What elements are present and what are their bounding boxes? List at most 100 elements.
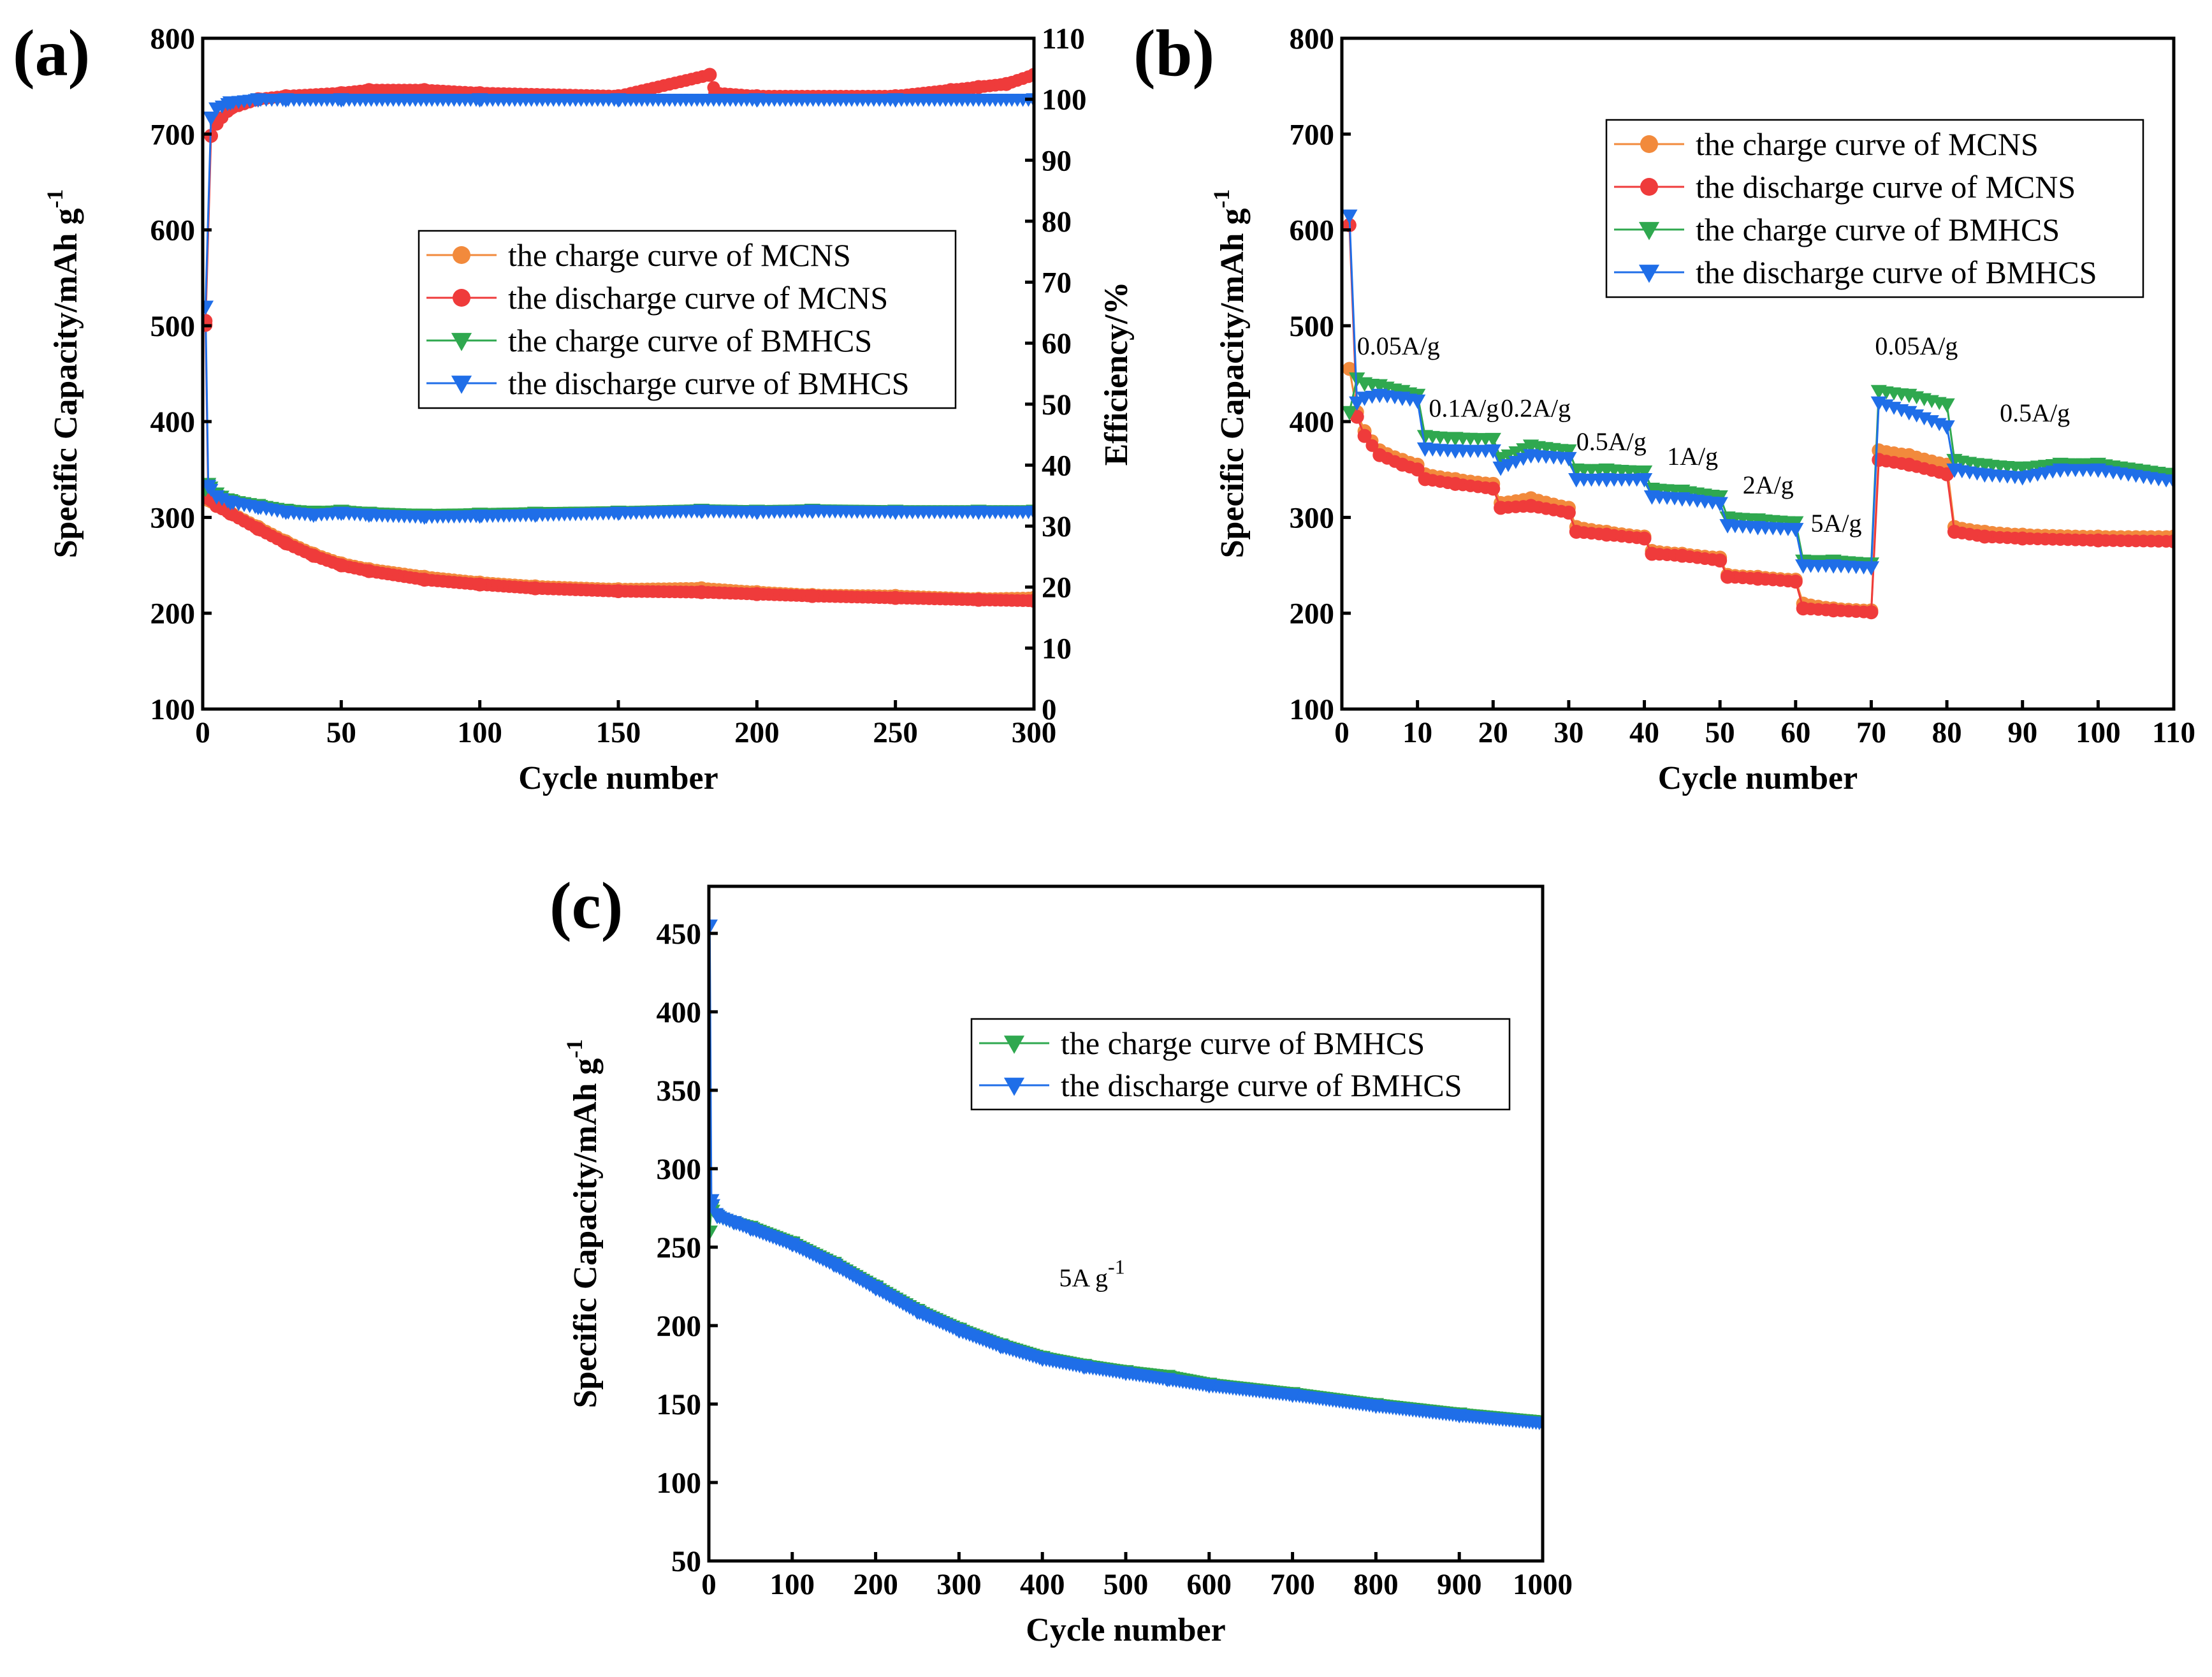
series-3	[1342, 209, 2174, 576]
series-1	[1342, 218, 2174, 620]
y-tick-label: 700	[150, 118, 196, 151]
data-point	[1569, 524, 1583, 539]
x-tick-label: 200	[853, 1568, 898, 1601]
y-axis-label-text: Specific Capacity/mAh g	[1214, 209, 1251, 559]
legend: the charge curve of BMHCS the discharge c…	[970, 1018, 1511, 1111]
legend-marker	[1003, 1078, 1025, 1096]
data-point	[611, 584, 625, 599]
legend-marker	[451, 376, 472, 394]
x-tick-label: 100	[457, 716, 502, 749]
y-tick-label: 100	[150, 693, 196, 726]
annotation: 0.5A/g	[2000, 399, 2070, 427]
x-axis-label: Cycle number	[1026, 1612, 1225, 1648]
annotation: 0.05A/g	[1875, 332, 1958, 360]
data-point	[1598, 472, 1615, 488]
data-point	[222, 496, 239, 511]
data-point	[305, 508, 322, 524]
data-point	[1372, 448, 1387, 462]
data-point	[1365, 439, 1379, 452]
data-point	[1787, 523, 1804, 538]
plot-area	[203, 68, 1034, 608]
data-point	[709, 1194, 720, 1209]
y2-tick-label: 40	[1042, 449, 1072, 482]
data-point	[2052, 463, 2069, 478]
legend-item: the discharge curve of MCNS	[426, 280, 888, 316]
legend-item: the charge curve of MCNS	[1614, 126, 2039, 162]
data-point	[1946, 453, 1963, 469]
data-point	[1447, 432, 1464, 446]
legend-marker	[1003, 1036, 1025, 1054]
data-point	[2014, 471, 2031, 486]
x-tick-label: 20	[1478, 716, 1508, 749]
legend-item: the discharge curve of BMHCS	[979, 1067, 1462, 1103]
chart-panel-c: (c) 0 100 200 300 400 500 600 700 800 900 1000 50 100…	[549, 869, 1573, 1648]
data-point	[1447, 444, 1464, 459]
data-point	[1410, 462, 1425, 477]
data-point	[1645, 546, 1659, 561]
data-point	[1901, 388, 1917, 404]
x-axis-label: Cycle number	[1658, 760, 1858, 796]
data-point	[887, 93, 904, 108]
plot-area	[1342, 209, 2174, 620]
x-tick-label: 600	[1187, 1568, 1232, 1601]
annotation-text: 0.5A/g	[1576, 427, 1647, 456]
legend-marker	[1638, 222, 1660, 240]
legend-label: the discharge curve of MCNS	[1696, 169, 2076, 205]
annotation: 2A/g	[1743, 471, 1794, 499]
series-line	[709, 925, 1543, 1424]
data-point	[709, 1210, 725, 1224]
data-point	[1409, 394, 1426, 409]
legend-item: the charge curve of BMHCS	[1614, 212, 2060, 247]
legend-label: the discharge curve of BMHCS	[1061, 1067, 1462, 1103]
y2-tick-label: 30	[1042, 510, 1072, 543]
data-point	[950, 1324, 968, 1339]
x-tick-label: 1000	[1513, 1568, 1573, 1601]
data-point	[1561, 444, 1577, 459]
data-point	[1492, 451, 1509, 467]
legend-marker	[1640, 135, 1658, 153]
x-tick-label: 400	[1020, 1568, 1065, 1601]
y2-tick-label: 70	[1042, 267, 1072, 300]
data-point	[1568, 472, 1585, 488]
data-point	[1636, 472, 1653, 488]
data-point	[1976, 468, 1993, 483]
data-point	[943, 83, 958, 98]
data-point	[1637, 531, 1652, 546]
data-point	[748, 93, 765, 108]
legend-box	[970, 1018, 1511, 1111]
data-point	[1486, 481, 1501, 496]
data-point	[1976, 458, 1993, 473]
y-tick-label: 50	[671, 1545, 701, 1578]
y-tick-label: 200	[1290, 597, 1335, 631]
annotation: 0.2A/g	[1501, 394, 1571, 423]
x-tick-label: 250	[873, 716, 918, 749]
y-tick-label: 800	[150, 22, 196, 55]
annotation: 5A g-1	[1059, 1255, 1124, 1292]
data-point	[203, 480, 217, 495]
data-point	[222, 96, 239, 111]
legend-item: the charge curve of BMHCS	[426, 323, 872, 358]
data-point	[1485, 432, 1501, 448]
data-point	[1356, 392, 1373, 406]
data-point	[888, 590, 903, 605]
legend-label: the charge curve of BMHCS	[508, 323, 872, 358]
data-point	[306, 548, 321, 563]
legend-box	[418, 230, 957, 409]
annotation-text: 0.05A/g	[1357, 332, 1440, 360]
y-tick-label: 200	[657, 1310, 702, 1343]
data-point	[1561, 451, 1577, 467]
data-point	[1451, 1409, 1467, 1424]
data-point	[748, 506, 765, 520]
data-point	[1826, 603, 1841, 618]
y2-tick-label: 80	[1042, 205, 1072, 238]
x-tick-label: 60	[1780, 716, 1810, 749]
data-point	[1872, 453, 1886, 467]
y-axis-label-text: Specific Capacity/mAh g	[567, 1058, 604, 1409]
x-tick-label: 800	[1353, 1568, 1399, 1601]
y-tick-label: 150	[657, 1388, 702, 1421]
annotation-text: 0.1A/g	[1429, 394, 1499, 423]
x-tick-label: 90	[2007, 716, 2037, 749]
data-point	[1027, 68, 1034, 82]
y-tick-label: 400	[150, 406, 196, 439]
y-axis-label-sup: -1	[562, 1039, 587, 1058]
